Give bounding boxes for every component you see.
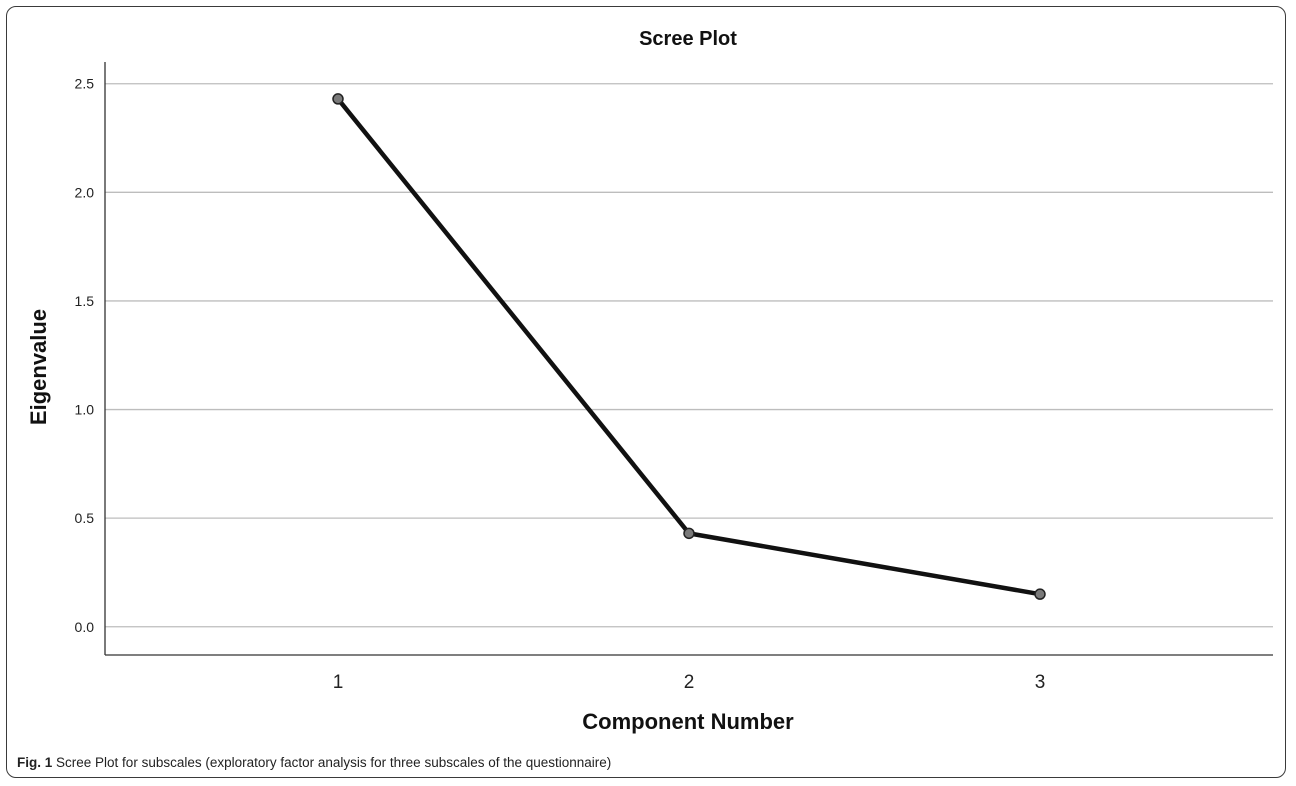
figure-frame [6,6,1286,778]
y-tick-labels: 0.0 0.5 1.0 1.5 2.0 2.5 [75,76,95,635]
y-tick-label: 0.0 [75,619,95,635]
y-tick-label: 2.0 [75,184,95,200]
data-point [332,93,344,105]
figure-caption: Fig. 1 Scree Plot for subscales (explora… [17,755,611,770]
y-tick-label: 1.0 [75,402,95,418]
series [332,93,1046,600]
axes [104,62,1273,656]
caption-label: Fig. 1 [17,755,53,770]
x-tick-label: 2 [684,672,695,693]
y-tick-label: 1.5 [75,293,95,309]
x-tick-label: 1 [333,672,344,693]
caption-text: Scree Plot for subscales (exploratory fa… [56,755,612,770]
y-tick-label: 2.5 [75,76,95,92]
y-axis-label: Eigenvalue [26,309,51,425]
gridlines [105,83,1273,628]
data-point [1034,588,1046,600]
chart-title: Scree Plot [639,28,737,50]
x-tick-labels: 1 2 3 [333,672,1046,693]
series-line [335,96,1043,597]
y-tick-label: 0.5 [75,510,95,526]
data-point [683,527,695,540]
x-tick-label: 3 [1035,672,1046,693]
x-axis-label: Component Number [582,709,794,734]
